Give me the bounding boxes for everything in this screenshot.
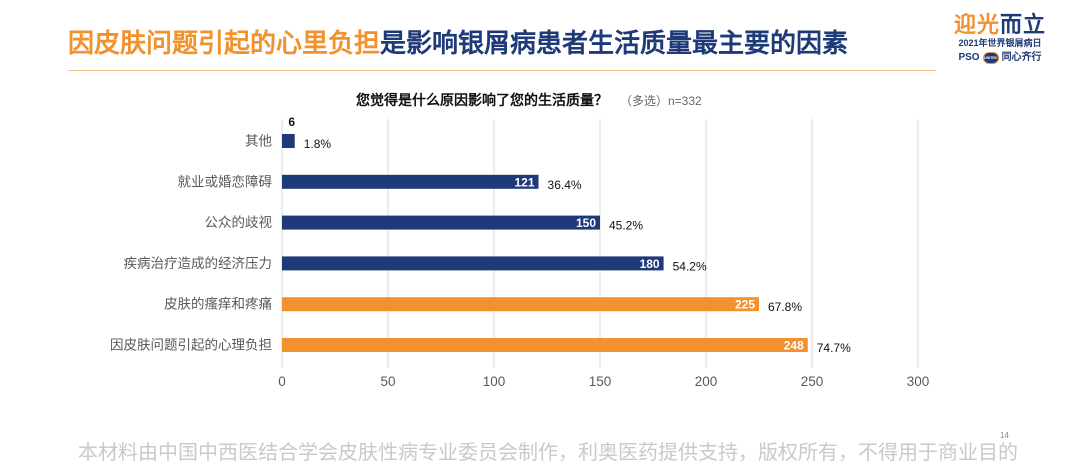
percent-label: 74.7% bbox=[817, 341, 851, 355]
percent-label: 1.8% bbox=[304, 137, 332, 151]
x-tick-label: 150 bbox=[589, 374, 612, 389]
bar-value-label: 150 bbox=[576, 216, 596, 230]
logo-row: PSO UNITED 同心齐行 bbox=[944, 51, 1056, 65]
title-highlight: 因皮肤问题引起的心里负担 bbox=[68, 28, 381, 58]
bar-value-label: 180 bbox=[640, 257, 660, 271]
category-label: 就业或婚恋障碍 bbox=[178, 173, 273, 189]
chart-title: 您觉得是什么原因影响了您的生活质量？ bbox=[356, 92, 608, 108]
logo-subline: 2021年世界银屑病日 bbox=[958, 38, 1042, 48]
x-tick-label: 250 bbox=[801, 374, 824, 389]
chart-note: （多选）n=332 bbox=[620, 94, 702, 108]
category-label: 皮肤的瘙痒和疼痛 bbox=[164, 296, 272, 312]
x-tick-label: 300 bbox=[907, 374, 930, 389]
bar-value-label: 6 bbox=[288, 115, 295, 129]
bar bbox=[282, 338, 808, 352]
bar bbox=[282, 215, 600, 230]
percent-label: 45.2% bbox=[609, 219, 643, 233]
bar bbox=[282, 297, 759, 312]
bar-value-label: 225 bbox=[735, 298, 755, 312]
footer-disclaimer: 本材料由中国中西医结合学会皮肤性病专业委员会制作，利奥医药提供支持，版权所有，不… bbox=[78, 442, 1018, 464]
logo-headline: 迎光而立 bbox=[944, 12, 1056, 37]
bar bbox=[282, 256, 664, 271]
bars bbox=[282, 134, 808, 352]
slide-title: 因皮肤问题引起的心里负担是影响银屑病患者生活质量最主要的因素 bbox=[68, 27, 938, 59]
bar-value-label: 121 bbox=[514, 175, 534, 189]
united-badge-text: UNITED bbox=[984, 56, 998, 60]
logo-headline-a: 迎光 bbox=[953, 12, 1000, 37]
logo-headline-b: 而立 bbox=[1000, 12, 1047, 37]
x-tick-label: 0 bbox=[278, 374, 286, 389]
title-underline bbox=[68, 70, 936, 71]
percent-label: 54.2% bbox=[673, 259, 707, 273]
bar bbox=[282, 134, 295, 148]
x-axis-ticks: 0 50 100 150 200 250 300 bbox=[278, 374, 929, 389]
category-label: 因皮肤问题引起的心理负担 bbox=[110, 338, 272, 353]
title-rest: 是影响银屑病患者生活质量最主要的因素 bbox=[380, 28, 849, 58]
bar-value-label: 248 bbox=[784, 339, 804, 353]
page-number: 14 bbox=[1000, 431, 1009, 440]
percent-label: 36.4% bbox=[548, 178, 582, 192]
chart-title-row: 您觉得是什么原因影响了您的生活质量？ （多选）n=332 bbox=[356, 90, 702, 110]
event-logo: 迎光而立 2021年世界银屑病日 PSO UNITED 同心齐行 bbox=[944, 12, 1056, 65]
x-tick-label: 100 bbox=[483, 374, 506, 389]
labels: 其他 6 1.8% 就业或婚恋障碍 121 36.4% 公众的歧视 150 45.2% 疾病治疗造… bbox=[110, 115, 851, 355]
logo-slogan: 同心齐行 bbox=[1001, 52, 1042, 63]
x-tick-label: 200 bbox=[695, 374, 718, 389]
united-badge-icon: UNITED bbox=[982, 52, 999, 64]
category-label: 其他 bbox=[245, 134, 272, 149]
category-label: 疾病治疗造成的经济压力 bbox=[124, 256, 273, 271]
bar bbox=[282, 174, 539, 189]
gridlines bbox=[281, 119, 919, 368]
x-tick-label: 50 bbox=[380, 374, 395, 389]
category-label: 公众的歧视 bbox=[205, 215, 273, 230]
percent-label: 67.8% bbox=[768, 300, 802, 314]
logo-pso: PSO bbox=[958, 52, 980, 63]
